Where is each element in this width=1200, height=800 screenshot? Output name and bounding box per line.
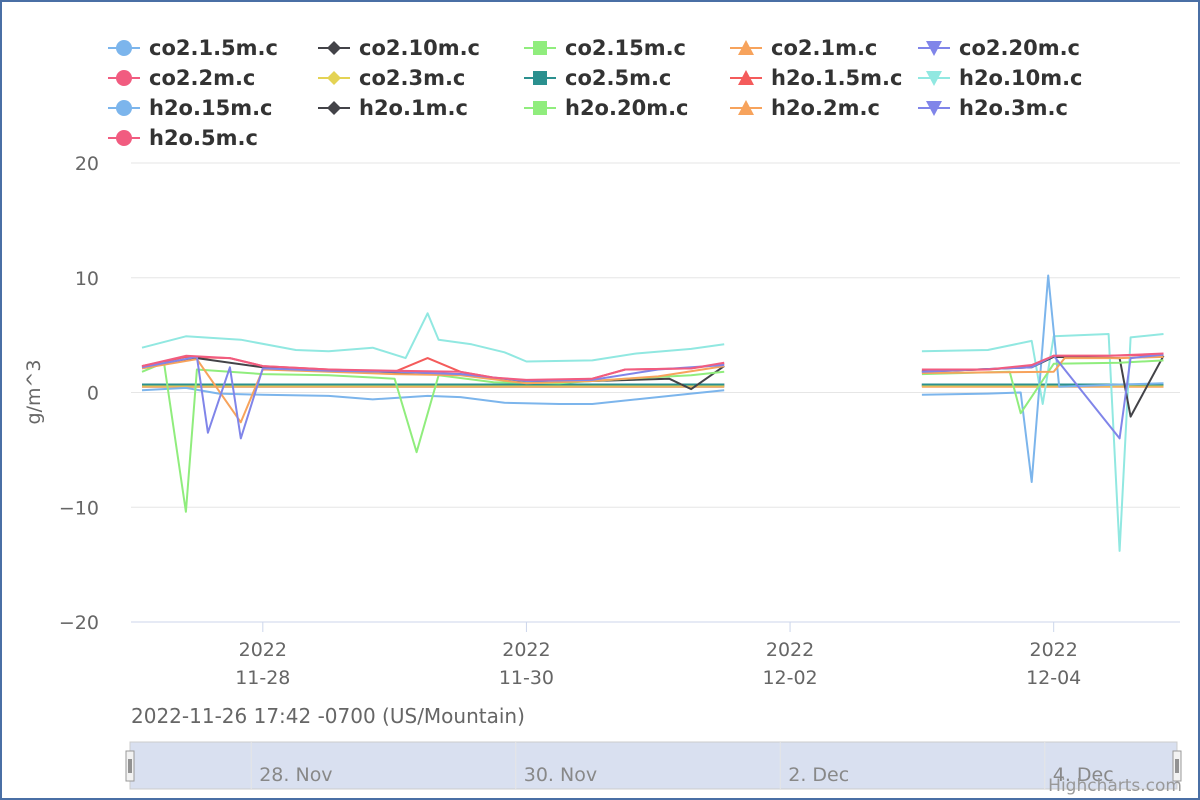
legend-item[interactable]: co2.10m.c: [318, 36, 480, 60]
x-tick-label: 12-04: [1026, 667, 1081, 689]
legend-label: co2.15m.c: [565, 36, 686, 60]
legend-label: h2o.2m.c: [771, 96, 880, 120]
x-tick-year: 2022: [766, 639, 814, 661]
legend-label: co2.5m.c: [565, 66, 671, 90]
legend-item[interactable]: co2.20m.c: [918, 36, 1080, 60]
series-line: [141, 359, 1164, 513]
y-tick-label: 20: [75, 153, 99, 175]
series-line: [141, 353, 1164, 440]
legend-marker-icon: [533, 71, 547, 85]
legend-item[interactable]: h2o.20m.c: [524, 96, 689, 120]
legend-label: h2o.15m.c: [149, 96, 273, 120]
legend: co2.1.5m.c co2.10m.c co2.15m.c co2.1m.c co2.…: [108, 36, 1083, 150]
y-tick-label: 10: [75, 268, 99, 290]
legend-label: co2.2m.c: [149, 66, 255, 90]
series-line: [141, 312, 1164, 552]
x-axis: 2022 11-28 2022 11-30 2022 12-02 2022 12-04: [235, 622, 1081, 689]
legend-item[interactable]: h2o.3m.c: [918, 96, 1068, 120]
legend-label: co2.1m.c: [771, 36, 877, 60]
navigator-label: 4. Dec: [1053, 764, 1114, 786]
navigator-handle[interactable]: [1172, 750, 1182, 782]
x-tick-label: 12-02: [762, 667, 817, 689]
legend-marker-icon: [116, 70, 132, 86]
grid-lines: [131, 162, 1180, 623]
series-group: [141, 274, 1165, 552]
legend-marker-icon: [116, 40, 132, 56]
legend-marker-icon: [533, 41, 547, 55]
x-tick-year: 2022: [239, 639, 287, 661]
legend-marker-icon: [738, 70, 754, 85]
legend-item[interactable]: co2.3m.c: [318, 66, 465, 90]
y-axis-title: g/m^3: [23, 360, 45, 425]
legend-item[interactable]: h2o.1m.c: [318, 96, 468, 120]
legend-label: co2.1.5m.c: [149, 36, 278, 60]
y-tick-label: −10: [59, 497, 99, 519]
navigator-label: 30. Nov: [524, 764, 597, 786]
credits-link[interactable]: Highcharts.com: [1048, 776, 1182, 796]
navigator-label: 2. Dec: [788, 764, 849, 786]
handle-grip-icon: [125, 750, 135, 782]
legend-item[interactable]: co2.1m.c: [730, 36, 877, 60]
series-line: [141, 352, 1164, 381]
legend-item[interactable]: co2.15m.c: [524, 36, 686, 60]
handle-grip-icon: [1172, 750, 1182, 782]
legend-marker-icon: [738, 100, 754, 115]
legend-item[interactable]: co2.1.5m.c: [108, 36, 278, 60]
navigator-label: 28. Nov: [259, 764, 332, 786]
legend-marker-icon: [738, 40, 754, 55]
legend-label: h2o.20m.c: [565, 96, 689, 120]
legend-label: h2o.5m.c: [149, 126, 258, 150]
legend-label: co2.20m.c: [959, 36, 1080, 60]
legend-item[interactable]: co2.2m.c: [108, 66, 255, 90]
legend-marker-icon: [533, 101, 547, 115]
legend-marker-icon: [116, 100, 132, 116]
legend-label: co2.3m.c: [359, 66, 465, 90]
legend-label: h2o.3m.c: [959, 96, 1068, 120]
series-line: [141, 274, 1164, 483]
legend-item[interactable]: h2o.5m.c: [108, 126, 258, 150]
legend-marker-icon: [926, 101, 942, 116]
legend-item[interactable]: h2o.1.5m.c: [730, 66, 902, 90]
legend-marker-icon: [926, 41, 942, 56]
legend-marker-icon: [926, 71, 942, 86]
legend-label: h2o.10m.c: [959, 66, 1083, 90]
legend-label: h2o.1m.c: [359, 96, 468, 120]
legend-item[interactable]: h2o.10m.c: [918, 66, 1083, 90]
legend-item[interactable]: h2o.2m.c: [730, 96, 880, 120]
legend-label: h2o.1.5m.c: [771, 66, 902, 90]
x-tick-label: 11-30: [499, 667, 554, 689]
y-tick-label: −20: [59, 612, 99, 634]
legend-marker-icon: [116, 130, 132, 146]
x-tick-label: 11-28: [235, 667, 290, 689]
y-tick-label: 0: [87, 383, 99, 405]
legend-marker-icon: [327, 71, 341, 85]
navigator-mask: [129, 741, 1178, 790]
legend-item[interactable]: h2o.15m.c: [108, 96, 273, 120]
y-axis-ticks: 20 10 0 −10 −20: [59, 153, 99, 634]
legend-marker-icon: [327, 41, 341, 55]
timezone-label: 2022-11-26 17:42 -0700 (US/Mountain): [131, 704, 525, 728]
legend-marker-icon: [327, 101, 341, 115]
x-tick-year: 2022: [1030, 639, 1078, 661]
legend-item[interactable]: co2.5m.c: [524, 66, 671, 90]
x-tick-year: 2022: [502, 639, 550, 661]
navigator[interactable]: 28. Nov 30. Nov 2. Dec 4. Dec: [125, 741, 1182, 790]
legend-label: co2.10m.c: [359, 36, 480, 60]
navigator-handle[interactable]: [125, 750, 135, 782]
